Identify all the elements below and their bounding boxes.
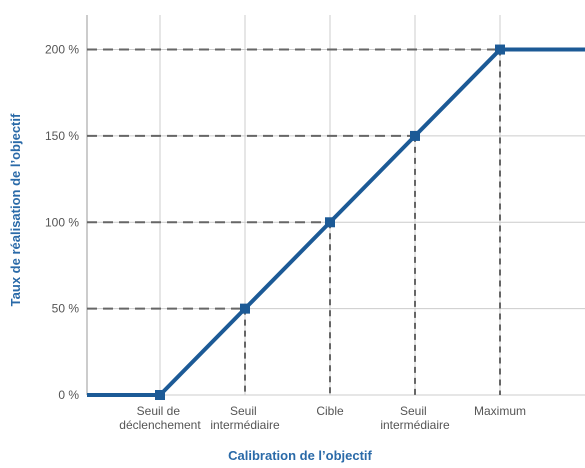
point-marker — [410, 130, 420, 141]
x-tick-label: Seuil de déclenchement — [119, 404, 201, 432]
y-tick-label: 50 % — [52, 302, 80, 316]
point-marker — [495, 44, 505, 55]
x-tick-label: Seuil intermédiaire — [210, 404, 280, 432]
x-axis-title: Calibration de l’objectif — [228, 448, 372, 463]
point-marker — [155, 390, 165, 400]
point-marker — [325, 217, 335, 228]
y-tick-label: 100 % — [45, 215, 79, 229]
y-tick-label: 150 % — [45, 129, 79, 143]
point-marker — [240, 303, 250, 314]
x-tick-label: Maximum — [474, 404, 526, 418]
y-tick-label: 200 % — [45, 43, 79, 57]
x-tick-label: Cible — [316, 404, 344, 418]
y-tick-label: 0 % — [58, 388, 79, 402]
y-axis-title: Taux de réalisation de l’objectif — [8, 113, 23, 306]
x-tick-label: Seuil intermédiaire — [380, 404, 450, 432]
